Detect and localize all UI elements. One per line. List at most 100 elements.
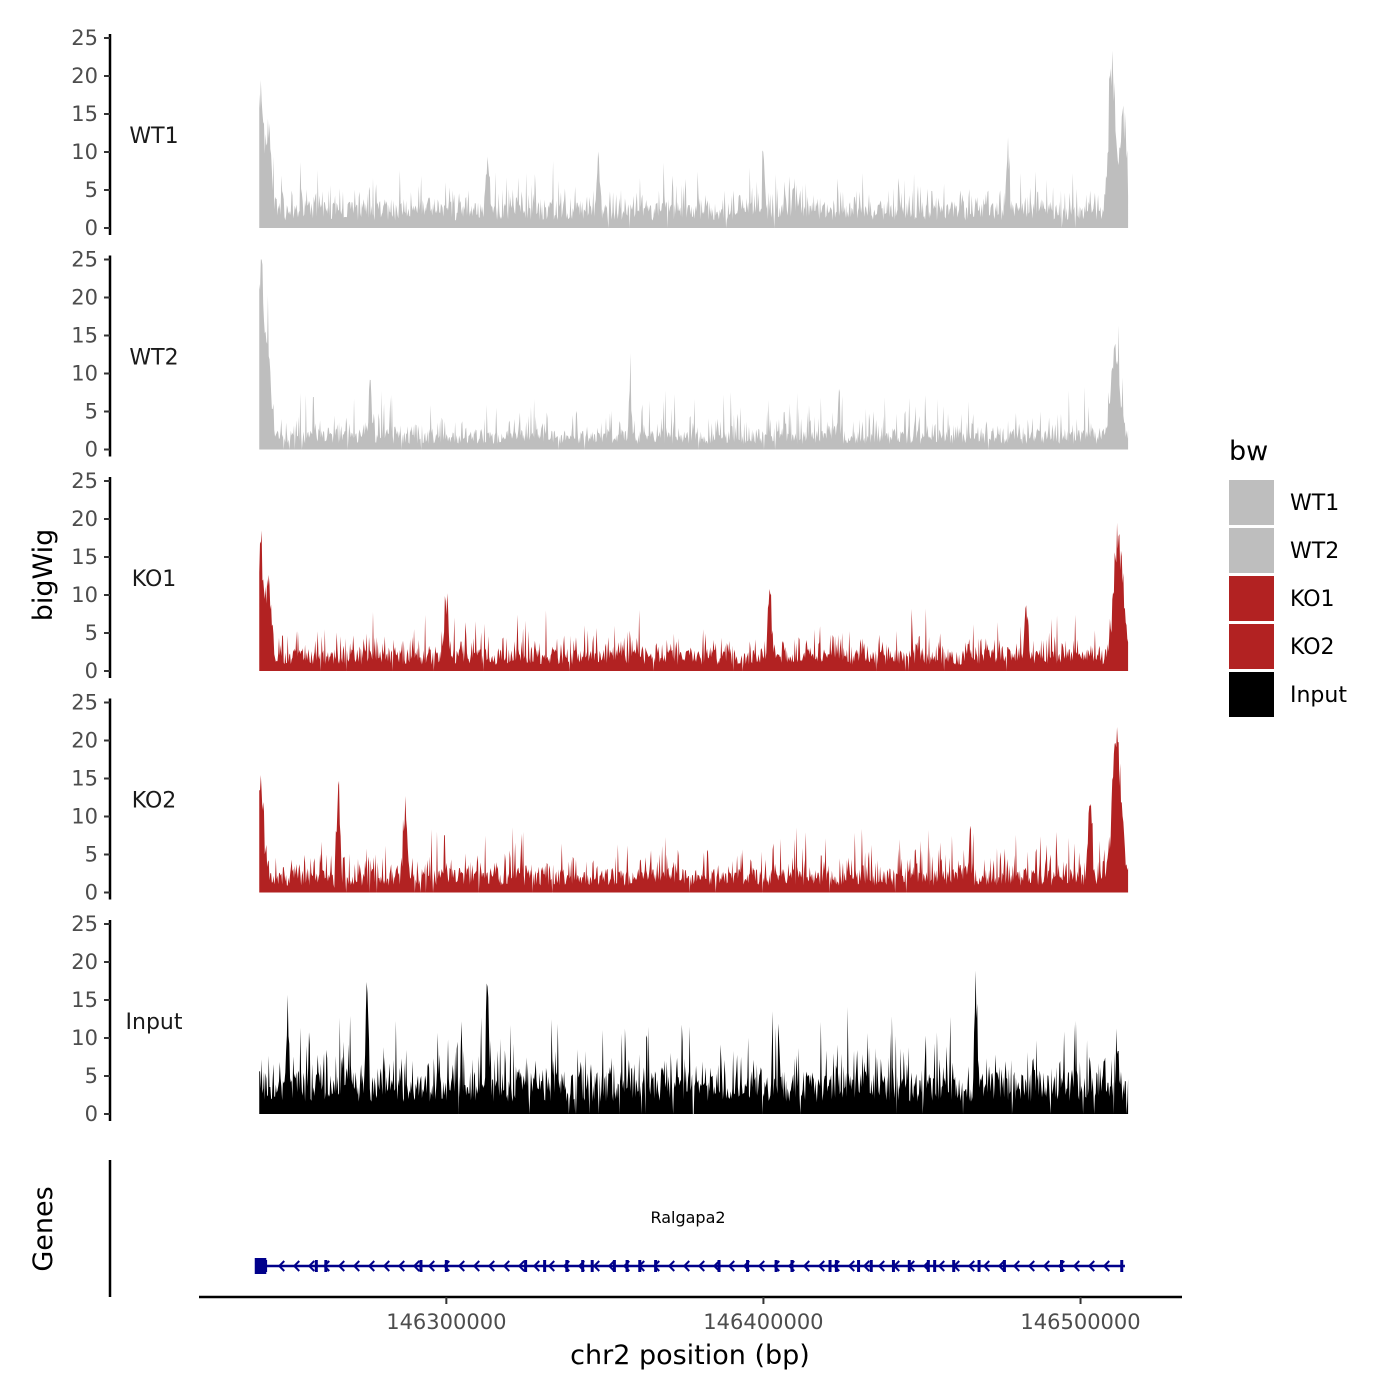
exon [314, 1260, 318, 1272]
track-ko2: 0 5 10 15 20 25 KO2 [71, 691, 1129, 905]
exon [638, 1260, 642, 1272]
track-label-ko1: KO1 [132, 567, 177, 592]
strand-arrow [412, 1260, 420, 1272]
strand-arrow [817, 1260, 825, 1272]
x-tick-label-146400000: 146400000 [703, 1310, 823, 1334]
strand-arrow [967, 1260, 975, 1272]
exon [419, 1260, 423, 1272]
y-tick-label-input-0: 0 [85, 1102, 98, 1126]
exon [869, 1260, 873, 1272]
y-axis-title: bigWig [28, 529, 59, 622]
exon [612, 1260, 616, 1272]
strand-arrow [682, 1260, 690, 1272]
y-tick-label-input-15: 15 [71, 988, 98, 1012]
strand-arrow [487, 1260, 495, 1272]
strand-arrow [727, 1260, 735, 1272]
legend-label-ko1: KO1 [1290, 587, 1335, 612]
exon [654, 1260, 658, 1272]
y-tick-label-ko1-5: 5 [85, 621, 98, 645]
track-label-input: Input [126, 1010, 183, 1035]
exon [857, 1260, 861, 1272]
genes-axis-title: Genes [28, 1186, 59, 1271]
strand-arrow [1042, 1260, 1050, 1272]
gene-model [254, 1258, 1125, 1274]
strand-arrow [472, 1260, 480, 1272]
legend-swatch-wt2 [1229, 528, 1274, 573]
exon [891, 1260, 895, 1272]
y-tick-label-ko1-0: 0 [85, 659, 98, 683]
legend-swatch-wt1 [1229, 480, 1274, 525]
x-axis-title: chr2 position (bp) [570, 1340, 810, 1371]
y-tick-label-wt1-0: 0 [85, 216, 98, 240]
strand-arrow [352, 1260, 360, 1272]
exon [444, 1260, 448, 1272]
exon [1120, 1260, 1124, 1272]
exon [952, 1260, 956, 1272]
strand-arrow [1072, 1260, 1080, 1272]
strand-arrow [877, 1260, 885, 1272]
y-tick-label-input-20: 20 [71, 950, 98, 974]
y-tick-label-input-10: 10 [71, 1026, 98, 1050]
y-tick-label-ko1-10: 10 [71, 583, 98, 607]
legend-label-wt1: WT1 [1290, 491, 1339, 516]
exon [1060, 1260, 1064, 1272]
track-label-wt1: WT1 [129, 124, 178, 149]
exon [1002, 1260, 1006, 1272]
track-ko1: 0 5 10 15 20 25 KO1 [71, 469, 1129, 683]
exon [774, 1260, 778, 1272]
y-tick-label-ko2-5: 5 [85, 843, 98, 867]
y-tick-label-input-5: 5 [85, 1064, 98, 1088]
coverage-area-ko2 [259, 726, 1129, 893]
track-wt1: 0 5 10 15 20 25 WT1 [71, 26, 1129, 240]
strand-arrow [517, 1260, 525, 1272]
x-tick-label-146300000: 146300000 [386, 1310, 506, 1334]
coverage-tracks: 0510152025WT10510152025WT20510152025KO10… [71, 26, 1129, 1126]
y-tick-label-ko2-10: 10 [71, 805, 98, 829]
y-tick-label-wt1-25: 25 [71, 26, 98, 50]
legend-swatch-input [1229, 672, 1274, 717]
legend-label-wt2: WT2 [1290, 539, 1339, 564]
legend-swatch-ko2 [1229, 624, 1274, 669]
exon [543, 1260, 547, 1272]
exon [834, 1260, 838, 1272]
strand-arrow [547, 1260, 555, 1272]
strand-arrow [847, 1260, 855, 1272]
exon [590, 1260, 594, 1272]
exon [524, 1260, 528, 1272]
y-tick-label-wt2-25: 25 [71, 248, 98, 272]
exon [717, 1260, 721, 1272]
coverage-area-ko1 [259, 522, 1129, 671]
exon [926, 1260, 930, 1272]
legend-label-input: Input [1290, 683, 1347, 708]
strand-arrow [532, 1260, 540, 1272]
x-axis: 146300000 146400000 146500000 [199, 1295, 1182, 1334]
strand-arrow [427, 1260, 435, 1272]
strand-arrow [397, 1260, 405, 1272]
exon [977, 1260, 981, 1272]
y-tick-label-ko1-20: 20 [71, 507, 98, 531]
legend-swatch-ko1 [1229, 576, 1274, 621]
exon [264, 1260, 268, 1272]
coverage-area-input [259, 970, 1129, 1114]
strand-arrow [1087, 1260, 1095, 1272]
y-tick-label-ko1-25: 25 [71, 469, 98, 493]
exon [257, 1258, 267, 1274]
strand-arrow [667, 1260, 675, 1272]
strand-arrow [1027, 1260, 1035, 1272]
genes-panel: Ralgapa2 [108, 1160, 1125, 1297]
y-tick-label-input-25: 25 [71, 912, 98, 936]
y-tick-label-ko2-15: 15 [71, 767, 98, 791]
strand-arrow [307, 1260, 315, 1272]
exon [790, 1260, 794, 1272]
strand-arrow [322, 1260, 330, 1272]
strand-arrow [502, 1260, 510, 1272]
y-tick-label-wt1-15: 15 [71, 102, 98, 126]
legend-title: bw [1229, 436, 1268, 467]
legend: bw WT1 WT2 KO1 KO2 Input [1229, 436, 1347, 717]
strand-arrow [862, 1260, 870, 1272]
y-tick-label-wt1-20: 20 [71, 64, 98, 88]
exon [625, 1260, 629, 1272]
strand-arrow [1102, 1260, 1110, 1272]
y-tick-label-ko1-15: 15 [71, 545, 98, 569]
y-tick-label-wt1-5: 5 [85, 178, 98, 202]
